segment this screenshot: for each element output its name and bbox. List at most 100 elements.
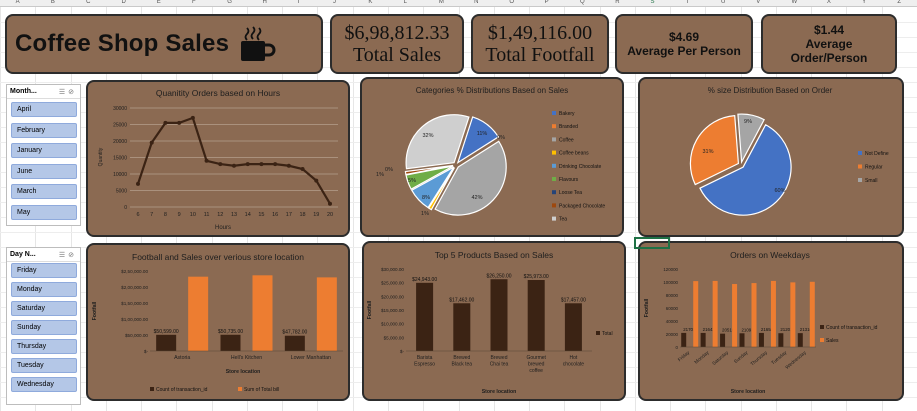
bar-secondary (751, 283, 757, 347)
x-tick-label: 18 (300, 212, 306, 218)
slicer-item-march[interactable]: March (11, 184, 77, 199)
bar-secondary (252, 275, 273, 351)
column-letter[interactable]: P (544, 0, 549, 5)
selected-cell[interactable] (634, 237, 670, 249)
filter-clear-icon[interactable]: ☰⊘ (58, 251, 77, 259)
day-slicer[interactable]: Day N... ☰⊘ Friday Monday Saturday Sunday Th… (6, 247, 81, 405)
bar-primary (739, 333, 745, 347)
column-letter[interactable]: J (333, 0, 337, 5)
data-point (190, 115, 195, 120)
kpi-average-per-person: $4.69 Average Per Person (615, 14, 753, 74)
y-axis-label: Footfall (367, 300, 373, 319)
y-tick-label: $- (400, 349, 405, 354)
slicer-item-january[interactable]: January (11, 143, 77, 158)
y-axis-label: Footfall (644, 298, 650, 317)
column-letter[interactable]: Z (897, 0, 902, 5)
locations-chart-card[interactable]: Football and Sales over verious store lo… (86, 243, 350, 401)
slicer-item-june[interactable]: June (11, 163, 77, 179)
column-letter[interactable]: L (403, 0, 407, 5)
slicer-item-wednesday[interactable]: Wednesday (11, 377, 77, 392)
column-letter[interactable]: G (227, 0, 232, 5)
data-label: $24,943.00 (412, 277, 437, 283)
products-chart-card[interactable]: Top 5 Products Based on Sales $- $5,000.00… (362, 241, 626, 401)
column-letter[interactable]: X (826, 0, 831, 5)
slicer-item-may[interactable]: May (11, 204, 77, 220)
slice-label: 32% (422, 133, 433, 139)
column-letter[interactable]: M (438, 0, 444, 5)
data-point (163, 120, 168, 125)
dashboard-title-card: Coffee Shop Sales (5, 14, 323, 74)
column-letter[interactable]: W (791, 0, 798, 5)
column-letter[interactable]: E (156, 0, 161, 5)
column-letter[interactable]: A (15, 0, 20, 5)
slicer-item-april[interactable]: April (11, 102, 77, 117)
data-point (149, 140, 154, 145)
slicer-item-february[interactable]: February (11, 122, 77, 138)
grid-line (0, 7, 1, 411)
kpi-total-footfall: $1,49,116.00 Total Footfall (471, 14, 609, 74)
y-tick-label: 15000 (113, 156, 127, 162)
weekdays-chart-card[interactable]: Orders on Weekdays 0 20000 40000 60000 80000 1… (638, 241, 904, 401)
column-letter[interactable]: I (297, 0, 300, 5)
x-axis-label: Store location (482, 389, 517, 395)
slicer-item-tuesday[interactable]: Tuesday (11, 358, 77, 373)
slice-label: 8% (422, 195, 430, 201)
slicer-item-saturday[interactable]: Saturday (11, 301, 77, 316)
data-point (218, 162, 223, 167)
multi-select-icon[interactable]: ☰⊘ (58, 88, 77, 96)
x-tick-label: Monday (693, 350, 710, 366)
legend-label: Bakery (559, 111, 575, 117)
pie-slice (410, 166, 455, 209)
y-axis-label: Quantity (98, 147, 104, 166)
y-tick-label: $30,000.00 (381, 267, 404, 272)
slicer-item-sunday[interactable]: Sunday (11, 320, 77, 335)
pie-slice (404, 164, 454, 176)
column-letter[interactable]: D (121, 0, 126, 5)
column-letter[interactable]: H (262, 0, 267, 5)
y-tick-label: 30000 (113, 106, 127, 112)
column-letter[interactable]: C (86, 0, 91, 5)
column-letter[interactable]: Q (579, 0, 585, 5)
size-chart-card[interactable]: % size Distribution Based on Order 60% 31%… (638, 77, 904, 237)
column-letter[interactable]: Y (862, 0, 867, 5)
column-letter[interactable]: U (721, 0, 726, 5)
legend-swatch (820, 325, 824, 329)
column-letter[interactable]: B (50, 0, 55, 5)
column-letter[interactable]: N (474, 0, 479, 5)
x-tick-label: Friday (677, 350, 692, 364)
x-tick-label: Barista (417, 355, 433, 361)
y-tick-label: $1,00,000.00 (121, 317, 148, 322)
y-tick-label: $10,000.00 (381, 322, 404, 327)
data-point (300, 167, 305, 172)
slicer-item-thursday[interactable]: Thursday (11, 339, 77, 354)
data-label: 21202 (780, 327, 793, 332)
legend-swatch (150, 387, 154, 391)
bar-secondary (188, 276, 209, 351)
column-letter[interactable]: O (509, 0, 515, 5)
column-letter[interactable]: F (191, 0, 196, 5)
column-letter[interactable]: S (650, 0, 655, 5)
month-slicer[interactable]: Month... ☰⊘ April February January June Marc… (6, 84, 81, 226)
slicer-item-friday[interactable]: Friday (11, 263, 77, 278)
column-letter[interactable]: V (756, 0, 761, 5)
pie-slice (737, 113, 765, 165)
data-label: 21310 (800, 327, 813, 332)
x-tick-label: Hell's Kitchen (231, 355, 262, 361)
column-letter[interactable]: R (615, 0, 620, 5)
bar-primary (700, 332, 706, 347)
x-tick-label: Sunday (733, 350, 750, 365)
legend-label: Branded (559, 124, 578, 130)
slicer-item-monday[interactable]: Monday (11, 282, 77, 297)
column-letter[interactable]: T (685, 0, 690, 5)
x-tick-label: coffee (529, 368, 543, 374)
slicer-header: Day N... ☰⊘ (7, 248, 80, 262)
pie-slice (427, 167, 455, 211)
categories-pie-chart: Categories % Distributions Based on Sale… (376, 86, 605, 223)
data-point (286, 163, 291, 168)
x-tick-label: 16 (272, 212, 278, 218)
data-label: $25,973.00 (524, 274, 549, 280)
column-letter[interactable]: K (368, 0, 373, 5)
categories-chart-card[interactable]: Categories % Distributions Based on Sale… (360, 77, 624, 237)
legend-label: Not Define (865, 151, 889, 157)
hours-chart-card[interactable]: Quanitity Orders based on Hours 0 5000 1000… (86, 80, 350, 237)
